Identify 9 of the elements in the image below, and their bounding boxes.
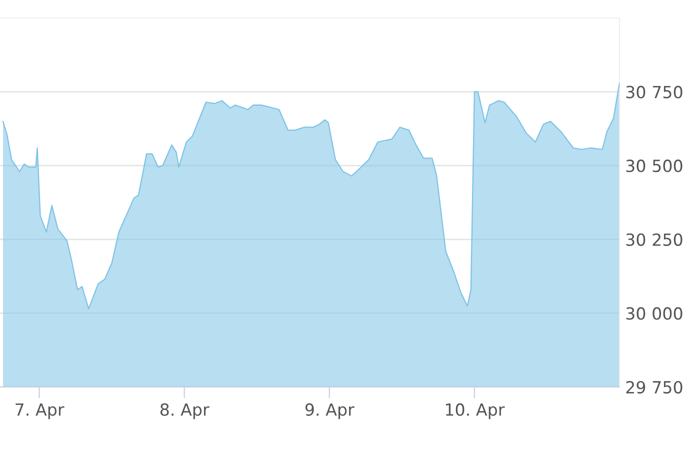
x-tick-label: 7. Apr bbox=[16, 403, 64, 420]
y-tick-label: 30 750 bbox=[626, 86, 682, 98]
y-tick-label: 29 750 bbox=[626, 380, 682, 394]
y-tick-label: 30 000 bbox=[626, 307, 682, 320]
x-tick-label: 8. Apr bbox=[160, 403, 210, 420]
x-tick-label: 9. Apr bbox=[305, 403, 354, 420]
y-tick-label: 30 250 bbox=[626, 233, 682, 246]
y-tick-label: 30 500 bbox=[626, 160, 682, 172]
x-tick-label: 10. Apr bbox=[446, 403, 505, 420]
